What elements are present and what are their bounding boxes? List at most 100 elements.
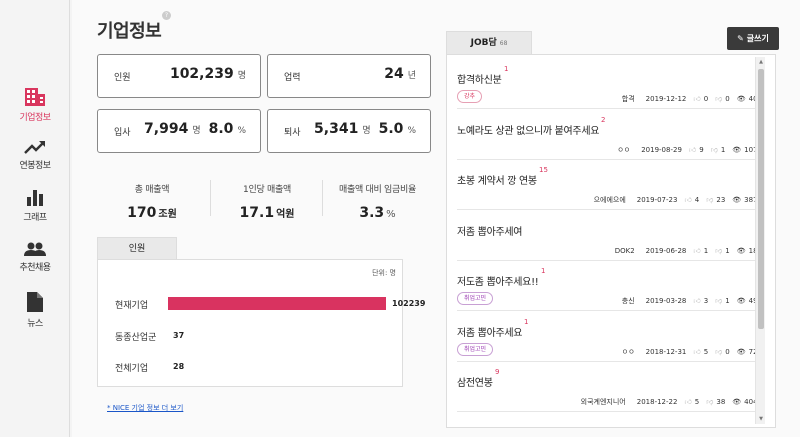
post-date: 2019-12-12 <box>645 95 687 103</box>
summary-number: 3.3 <box>359 205 385 221</box>
info-icon[interactable]: ? <box>162 11 171 20</box>
post-item[interactable]: 삼전연봉 9 외국계엔지니어 2018-12-22 👍︎ 5 👎︎ 38 👁︎ 4045 <box>457 362 762 412</box>
sidebar-item-salary-info[interactable]: 연봉정보 <box>0 140 70 171</box>
summary-revenue: 총 매출액 170 조원 <box>112 182 192 221</box>
sidebar-item-recommended-jobs[interactable]: 추천채용 <box>0 242 70 273</box>
view-icon: 👁︎ <box>736 246 746 255</box>
stat-value: 5,341 명 5.0% <box>314 121 416 137</box>
stat-value: 24 년 <box>384 66 416 82</box>
post-item[interactable]: 노예라도 상관 없으니까 붙여주세요 2 ㅇㅇ 2019-08-29 👍︎ 9 👎︎ 1 👁︎ 1… <box>457 110 762 160</box>
sidebar-item-news[interactable]: 뉴스 <box>0 292 70 329</box>
stat-percent: 8.0 <box>208 121 234 137</box>
sidebar-item-label: 그래프 <box>23 213 47 223</box>
tab-headcount[interactable]: 인원 <box>97 237 177 260</box>
dislike-count: 23 <box>716 196 726 204</box>
dislike-icon[interactable]: 👎︎ <box>715 297 723 305</box>
dislike-icon[interactable]: 👎︎ <box>706 196 714 204</box>
stat-card-years: 업력 24 년 <box>267 54 431 98</box>
scroll-up-arrow-icon[interactable]: ▲ <box>759 59 763 65</box>
sidebar-item-label: 추천채용 <box>19 263 51 273</box>
sidebar-item-company-info[interactable]: 기업정보 <box>0 88 70 123</box>
stat-percent-unit: % <box>407 126 416 136</box>
like-icon[interactable]: 👍︎ <box>684 196 692 204</box>
view-count: 1078 <box>744 145 762 154</box>
like-count: 3 <box>703 297 709 305</box>
comment-count: 1 <box>541 267 546 275</box>
sidebar-item-label: 기업정보 <box>19 113 51 123</box>
write-post-button[interactable]: ✎ 글쓰기 <box>727 27 779 50</box>
view-icon: 👁︎ <box>736 347 746 356</box>
divider <box>322 180 323 216</box>
post-author: DOK2 <box>614 246 635 255</box>
chart-bar-value: 28 <box>173 362 185 371</box>
chart-row-label: 전체기업 <box>115 364 149 374</box>
post-title[interactable]: 저좀 뽑아주세여 <box>457 226 523 238</box>
dislike-count: 0 <box>725 95 730 103</box>
post-item[interactable]: 초봉 계약서 깡 연봉 15 으에에으에 2019-07-23 👍︎ 4 👎︎ 23 👁︎ 387… <box>457 160 762 210</box>
post-date: 2019-06-28 <box>645 246 687 255</box>
like-icon[interactable]: 👍︎ <box>693 297 701 305</box>
nice-info-link[interactable]: * NICE 기업 정보 더 보기 <box>107 404 184 412</box>
like-icon[interactable]: 👍︎ <box>688 145 697 154</box>
like-icon[interactable]: 👍︎ <box>693 246 701 255</box>
sidebar-item-graph[interactable]: 그래프 <box>0 190 70 223</box>
stat-label: 업력 <box>284 73 301 83</box>
pencil-icon: ✎ <box>737 34 744 43</box>
summary-value: 17.1 억원 <box>227 205 307 221</box>
stat-number: 7,994 <box>144 121 189 137</box>
scrollbar[interactable]: ▲ ▼ <box>755 57 765 424</box>
like-icon[interactable]: 👍︎ <box>693 95 701 103</box>
tab-job-board[interactable]: JOB담 68 <box>446 31 532 55</box>
scroll-down-arrow-icon[interactable]: ▼ <box>759 416 763 422</box>
stat-label: 인원 <box>114 73 131 83</box>
summary-unit: 억원 <box>276 209 295 220</box>
stat-unit: 명 <box>362 126 371 136</box>
comment-count: 2 <box>601 115 606 124</box>
dislike-count: 38 <box>716 398 726 406</box>
chart-bar-value: 37 <box>173 331 185 340</box>
like-count: 5 <box>694 398 700 406</box>
stat-label: 퇴사 <box>284 128 301 138</box>
stat-number: 5,341 <box>314 121 359 137</box>
post-meta: 외국계엔지니어 2018-12-22 👍︎ 5 👎︎ 38 👁︎ 4045 <box>574 397 762 407</box>
summary-unit: % <box>386 209 396 220</box>
like-icon[interactable]: 👍︎ <box>684 398 692 406</box>
like-count: 4 <box>694 196 700 204</box>
dislike-icon[interactable]: 👎︎ <box>710 145 718 154</box>
post-meta: 으에에으에 2019-07-23 👍︎ 4 👎︎ 23 👁︎ 3877 <box>587 195 762 205</box>
post-title[interactable]: 초봉 계약서 깡 연봉 <box>457 176 537 187</box>
post-meta: ㅇㅇ 2019-08-29 👍︎ 9 👎︎ 1 👁︎ 1078 <box>610 145 762 155</box>
stat-unit: 명 <box>237 71 246 81</box>
post-title[interactable]: 노예라도 상관 없으니까 붙여주세요 <box>457 125 600 137</box>
like-count: 1 <box>703 246 709 255</box>
post-author: 외국계엔지니어 <box>580 398 626 406</box>
summary-label: 1인당 매출액 <box>243 185 291 195</box>
document-icon <box>27 292 43 312</box>
sidebar-item-label: 뉴스 <box>27 319 43 329</box>
post-date: 2019-08-29 <box>641 145 682 154</box>
summary-value: 170 조원 <box>112 205 192 221</box>
post-title[interactable]: 삼전연봉 <box>457 378 493 389</box>
dislike-icon[interactable]: 👎︎ <box>715 347 723 356</box>
scrollbar-thumb[interactable] <box>758 69 764 329</box>
stat-number: 24 <box>384 66 404 82</box>
like-icon[interactable]: 👍︎ <box>693 347 701 356</box>
post-title[interactable]: 합격하신분 <box>457 75 502 86</box>
chart-bar <box>168 297 386 310</box>
comment-count: 1 <box>524 317 529 326</box>
stat-label: 입사 <box>114 128 131 138</box>
dislike-icon[interactable]: 👎︎ <box>706 398 714 406</box>
post-title[interactable]: 저도좀 뽑아주세요!! <box>457 277 539 288</box>
dislike-icon[interactable]: 👎︎ <box>715 95 723 103</box>
dislike-icon[interactable]: 👎︎ <box>715 246 723 255</box>
post-title[interactable]: 저좀 뽑아주세요 <box>457 327 523 339</box>
post-author: ㅇㅇ <box>617 145 631 154</box>
dislike-count: 1 <box>725 297 730 305</box>
summary-number: 17.1 <box>239 205 275 221</box>
